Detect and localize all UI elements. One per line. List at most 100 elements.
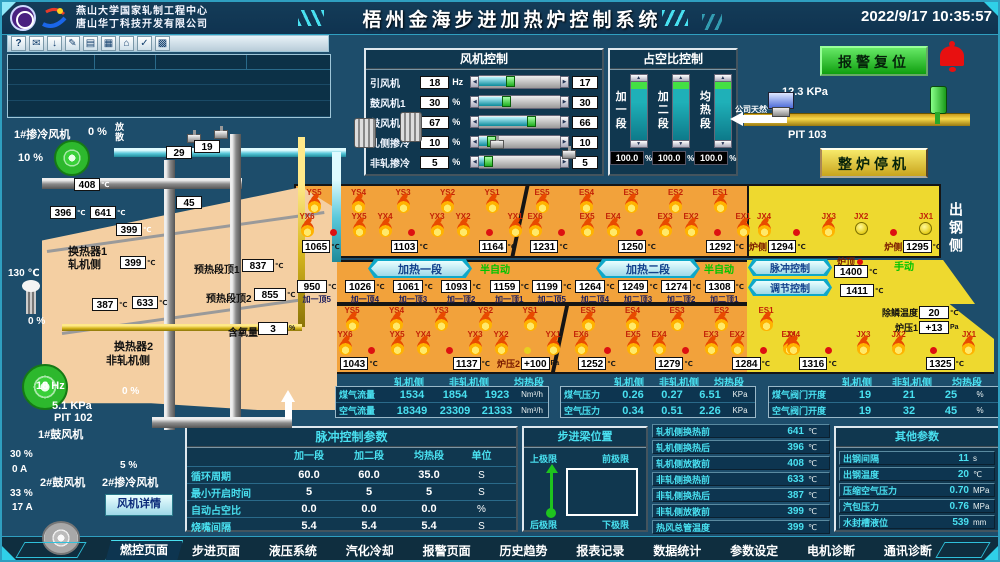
fan-setpoint-box[interactable]: 5 xyxy=(572,155,598,169)
nav-tab[interactable]: 汽化冷却 xyxy=(345,544,394,558)
nav-deco-left xyxy=(15,542,87,558)
pipe-valve-icon4[interactable] xyxy=(562,146,576,159)
slider-up-arrow-icon[interactable]: ▲ xyxy=(713,74,732,82)
alarm-list[interactable] xyxy=(7,54,331,118)
blower1-amp: 0 A xyxy=(12,464,28,475)
nav-tab[interactable]: 报表记录 xyxy=(576,544,625,558)
nav-tab[interactable]: 报警页面 xyxy=(422,544,471,558)
fan-slider[interactable]: ◀ ▶ xyxy=(470,115,569,129)
fan-slider[interactable]: ◀ ▶ xyxy=(470,75,569,89)
burner: JX1 xyxy=(959,330,979,355)
gas-actuator-valve-icon[interactable] xyxy=(930,86,947,114)
header-bar xyxy=(2,2,998,35)
burner: EX3 xyxy=(655,212,675,237)
burner xyxy=(361,330,381,354)
fan-slider[interactable]: ◀ ▶ xyxy=(470,135,569,149)
slider-down-arrow-icon[interactable]: ▼ xyxy=(713,140,732,148)
fan-setpoint-box[interactable]: 66 xyxy=(572,115,598,129)
fan1c-icon[interactable] xyxy=(54,140,90,176)
slider-down-arrow-icon[interactable]: ▼ xyxy=(671,140,690,148)
toolbar-icon[interactable]: ✓ xyxy=(137,36,152,51)
burner: YX5 xyxy=(387,330,407,355)
duty-slider[interactable]: ▲ ▼ xyxy=(629,74,648,148)
pipe-valve-icon3[interactable] xyxy=(490,136,504,149)
slider-right-arrow-icon[interactable]: ▶ xyxy=(560,96,569,108)
slider-track[interactable] xyxy=(479,95,560,109)
duty-slider[interactable]: ▲ ▼ xyxy=(671,74,690,148)
slider-track[interactable] xyxy=(479,115,560,129)
slider-left-arrow-icon[interactable]: ◀ xyxy=(470,96,480,108)
slider-track[interactable] xyxy=(479,75,560,89)
slider-left-arrow-icon[interactable]: ◀ xyxy=(470,116,480,128)
slider-up-arrow-icon[interactable]: ▲ xyxy=(629,74,648,82)
slider-thumb[interactable] xyxy=(484,156,494,167)
id-fan-pct: 0 % xyxy=(28,316,46,327)
zone-temp: 1292 ℃ xyxy=(706,240,744,253)
roof-temp-cell: 1159 ℃ 加一顶1 xyxy=(489,280,529,305)
flame-icon xyxy=(669,198,682,213)
furnace-stop-button[interactable]: 整炉停机 xyxy=(820,148,928,178)
blower1-icon[interactable] xyxy=(42,521,80,555)
toolbar-icon[interactable]: ? xyxy=(11,36,26,51)
fan-slider[interactable]: ◀ ▶ xyxy=(470,155,569,169)
toolbar-icon[interactable]: ↓ xyxy=(47,36,62,51)
nav-tab-active[interactable]: 燃控页面 xyxy=(105,540,183,560)
toolbar-icon[interactable]: ▩ xyxy=(155,36,170,51)
duty-slider[interactable]: ▲ ▼ xyxy=(713,74,732,148)
slider-thumb[interactable] xyxy=(526,116,536,127)
slider-right-arrow-icon[interactable]: ▶ xyxy=(560,116,569,128)
toolbar-icon[interactable]: ⌂ xyxy=(119,36,134,51)
alarm-reset-button[interactable]: 报警复位 xyxy=(820,46,928,76)
gas-pipe-horizontal xyxy=(62,324,302,331)
burner: YS2 xyxy=(476,306,496,331)
slider-right-arrow-icon[interactable]: ▶ xyxy=(560,76,569,88)
air-main-pipe-vertical xyxy=(164,160,175,430)
nav-tab[interactable]: 液压系统 xyxy=(268,544,317,558)
id-fan-icon[interactable] xyxy=(22,364,68,410)
slider-thumb[interactable] xyxy=(506,76,515,87)
datetime-display: 2022/9/17 10:35:57 xyxy=(861,8,992,25)
fan-setpoint-box[interactable]: 10 xyxy=(572,135,598,149)
flame-icon xyxy=(736,222,750,237)
nav-tab[interactable]: 步进页面 xyxy=(192,544,241,558)
column-header: 轧机侧 xyxy=(842,378,872,389)
slider-down-arrow-icon[interactable]: ▼ xyxy=(629,140,648,148)
toolbar-icon[interactable]: ▦ xyxy=(101,36,116,51)
adjust-control-button[interactable]: 调节控制 xyxy=(748,279,832,296)
pulse-control-button[interactable]: 脉冲控制 xyxy=(748,259,832,276)
nav-tab[interactable]: 历史趋势 xyxy=(499,544,548,558)
soak-mode: 手动 xyxy=(894,262,914,273)
fan-detail-button[interactable]: 风机详情 xyxy=(105,494,173,516)
slider-left-arrow-icon[interactable]: ◀ xyxy=(470,156,480,168)
nav-tab[interactable]: 参数设定 xyxy=(730,544,779,558)
zone1-button[interactable]: 加热一段 xyxy=(368,259,472,278)
blower2-name: 2#鼓风机 xyxy=(40,477,86,489)
slider-thumb[interactable] xyxy=(501,96,511,107)
burner-label: YX5 xyxy=(351,212,367,221)
flame-icon xyxy=(367,347,375,354)
pipe-valve-icon2[interactable] xyxy=(214,126,228,139)
gas-flow-arrow-shaft xyxy=(743,115,787,123)
fan-label: 引风机 xyxy=(370,78,400,90)
fan-setpoint-box[interactable]: 30 xyxy=(572,95,598,109)
slider-track[interactable] xyxy=(479,155,560,169)
alarm-bell-icon[interactable] xyxy=(940,41,964,72)
slider-left-arrow-icon[interactable]: ◀ xyxy=(470,136,480,148)
flame-icon xyxy=(856,340,870,355)
nav-tab[interactable]: 电机诊断 xyxy=(807,544,856,558)
fan-setpoint-box[interactable]: 17 xyxy=(572,75,598,89)
nav-tab[interactable]: 通讯诊断 xyxy=(883,544,932,558)
zone2-button[interactable]: 加热二段 xyxy=(596,259,700,278)
toolbar-icon[interactable]: ✎ xyxy=(65,36,80,51)
zone-temp: 1043 ℃ xyxy=(340,357,378,370)
nav-tab[interactable]: 数据统计 xyxy=(653,544,702,558)
slider-up-arrow-icon[interactable]: ▲ xyxy=(671,74,690,82)
burner: YS3 xyxy=(393,188,413,213)
column-header: 非轧机侧 xyxy=(449,378,489,389)
slider-right-arrow-icon[interactable]: ▶ xyxy=(560,136,569,148)
toolbar-icon[interactable]: ✉ xyxy=(29,36,44,51)
fan-slider[interactable]: ◀ ▶ xyxy=(470,95,569,109)
toolbar-icon[interactable]: ▤ xyxy=(83,36,98,51)
slider-left-arrow-icon[interactable]: ◀ xyxy=(470,76,480,88)
burner-label: YS5 xyxy=(344,306,360,315)
